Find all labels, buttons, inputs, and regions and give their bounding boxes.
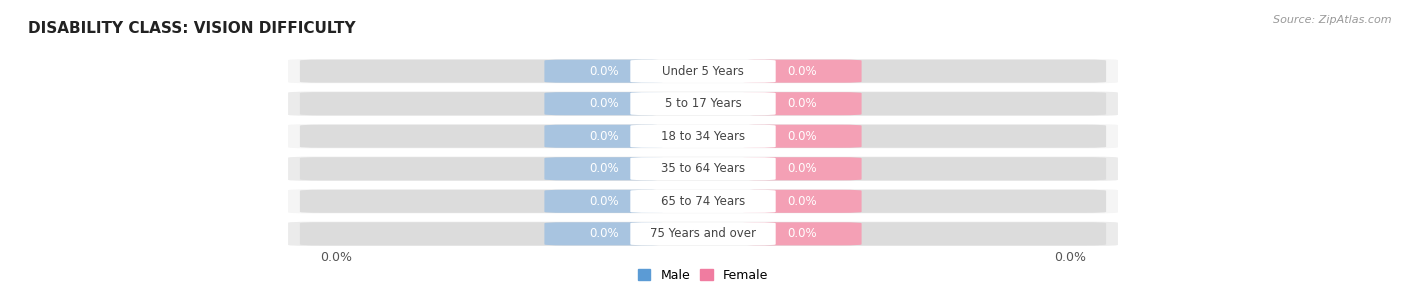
Text: Source: ZipAtlas.com: Source: ZipAtlas.com — [1274, 15, 1392, 25]
FancyBboxPatch shape — [742, 190, 1107, 213]
FancyBboxPatch shape — [742, 92, 1107, 115]
Text: 0.0%: 0.0% — [589, 227, 619, 240]
FancyBboxPatch shape — [544, 92, 664, 115]
FancyBboxPatch shape — [287, 220, 1119, 247]
FancyBboxPatch shape — [742, 222, 862, 246]
FancyBboxPatch shape — [544, 59, 664, 83]
Text: 0.0%: 0.0% — [787, 65, 817, 78]
Text: 0.0%: 0.0% — [589, 162, 619, 175]
FancyBboxPatch shape — [287, 123, 1119, 150]
FancyBboxPatch shape — [630, 222, 776, 246]
FancyBboxPatch shape — [287, 188, 1119, 215]
Text: 0.0%: 0.0% — [319, 251, 352, 264]
Text: DISABILITY CLASS: VISION DIFFICULTY: DISABILITY CLASS: VISION DIFFICULTY — [28, 21, 356, 36]
Text: 0.0%: 0.0% — [589, 65, 619, 78]
FancyBboxPatch shape — [630, 59, 776, 83]
FancyBboxPatch shape — [742, 222, 1107, 246]
FancyBboxPatch shape — [742, 92, 862, 115]
Text: 75 Years and over: 75 Years and over — [650, 227, 756, 240]
FancyBboxPatch shape — [299, 222, 664, 246]
Text: 65 to 74 Years: 65 to 74 Years — [661, 195, 745, 208]
FancyBboxPatch shape — [742, 59, 862, 83]
FancyBboxPatch shape — [544, 222, 664, 246]
Text: 0.0%: 0.0% — [787, 227, 817, 240]
FancyBboxPatch shape — [299, 125, 664, 148]
FancyBboxPatch shape — [287, 90, 1119, 117]
FancyBboxPatch shape — [544, 157, 664, 180]
FancyBboxPatch shape — [630, 92, 776, 115]
FancyBboxPatch shape — [742, 157, 1107, 180]
Text: 18 to 34 Years: 18 to 34 Years — [661, 130, 745, 143]
FancyBboxPatch shape — [742, 157, 862, 180]
Legend: Male, Female: Male, Female — [633, 264, 773, 287]
FancyBboxPatch shape — [287, 155, 1119, 182]
FancyBboxPatch shape — [287, 58, 1119, 85]
FancyBboxPatch shape — [630, 190, 776, 213]
FancyBboxPatch shape — [630, 125, 776, 148]
FancyBboxPatch shape — [742, 59, 1107, 83]
Text: Under 5 Years: Under 5 Years — [662, 65, 744, 78]
Text: 0.0%: 0.0% — [589, 195, 619, 208]
Text: 0.0%: 0.0% — [787, 97, 817, 110]
Text: 0.0%: 0.0% — [589, 130, 619, 143]
FancyBboxPatch shape — [544, 125, 664, 148]
FancyBboxPatch shape — [299, 190, 664, 213]
FancyBboxPatch shape — [544, 190, 664, 213]
Text: 0.0%: 0.0% — [787, 162, 817, 175]
Text: 35 to 64 Years: 35 to 64 Years — [661, 162, 745, 175]
FancyBboxPatch shape — [742, 125, 862, 148]
Text: 0.0%: 0.0% — [787, 195, 817, 208]
FancyBboxPatch shape — [299, 59, 664, 83]
FancyBboxPatch shape — [299, 92, 664, 115]
FancyBboxPatch shape — [742, 125, 1107, 148]
Text: 5 to 17 Years: 5 to 17 Years — [665, 97, 741, 110]
FancyBboxPatch shape — [630, 157, 776, 180]
Text: 0.0%: 0.0% — [787, 130, 817, 143]
FancyBboxPatch shape — [299, 157, 664, 180]
Text: 0.0%: 0.0% — [1054, 251, 1087, 264]
FancyBboxPatch shape — [742, 190, 862, 213]
Text: 0.0%: 0.0% — [589, 97, 619, 110]
